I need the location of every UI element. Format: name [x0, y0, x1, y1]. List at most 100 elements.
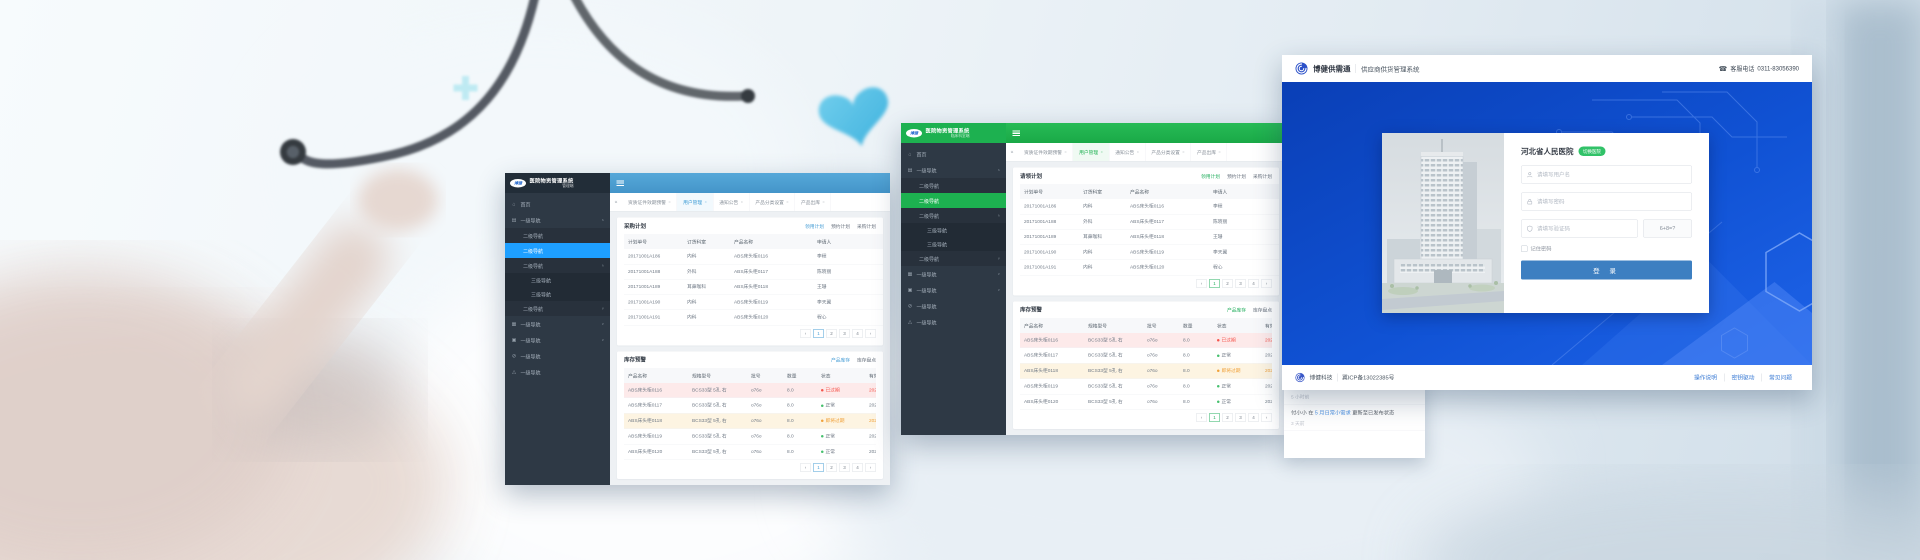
captcha-question[interactable]: 6+8=? [1643, 219, 1692, 238]
card-link-领用计划[interactable]: 领用计划 [804, 223, 824, 230]
tab-status-icon[interactable]: ○ [704, 200, 707, 204]
card-link-产品库存[interactable]: 产品库存 [830, 357, 850, 364]
feed-link[interactable]: 5 月日常小需求 [1314, 409, 1351, 416]
sidebar-item-三级导航[interactable]: 三级导航 [901, 223, 1006, 237]
tab-status-icon[interactable]: ○ [822, 200, 825, 204]
sidebar-item-一级导航[interactable]: ▤ 一级导航 ∧ [901, 162, 1006, 178]
tab-status-icon[interactable]: ○ [1100, 150, 1103, 154]
cell: 20171001A189 [1020, 229, 1079, 245]
sidebar-item-一级导航[interactable]: ▦ 一级导航 ∨ [901, 266, 1006, 282]
card-link-采购计划[interactable]: 采购计划 [1252, 173, 1272, 180]
page-2[interactable]: 2 [1222, 278, 1233, 288]
page-1[interactable]: 1 [1209, 278, 1220, 288]
card-link-采购计划[interactable]: 采购计划 [856, 223, 876, 230]
link-faq[interactable]: 常见问题 [1761, 373, 1800, 382]
sidebar-item-二级导航[interactable]: 二级导航 ∧ [505, 258, 610, 273]
page-‹[interactable]: ‹ [800, 463, 811, 473]
tab-通知公告[interactable]: 通知公告 ○ [1109, 143, 1146, 161]
card-link-库存盘点[interactable]: 库存盘点 [856, 357, 876, 364]
tab-status-icon[interactable]: ○ [1136, 150, 1139, 154]
page-›[interactable]: › [865, 328, 876, 338]
page-3[interactable]: 3 [1235, 278, 1246, 288]
page-4[interactable]: 4 [1248, 413, 1259, 423]
page-›[interactable]: › [1261, 278, 1272, 288]
remember-password-checkbox[interactable]: 记住密码 [1521, 245, 1692, 253]
collapse-tabs-icon[interactable]: « [1010, 149, 1014, 155]
tab-用户管理[interactable]: 用户管理 ○ [1073, 143, 1110, 161]
card-link-领用计划[interactable]: 领用计划 [1200, 173, 1220, 180]
sidebar-item-一级导航[interactable]: △ 一级导航 [901, 314, 1006, 330]
page-2[interactable]: 2 [826, 328, 837, 338]
sidebar-menu: ⌂ 首页 ▤ 一级导航 ∧ 二级导航 二级导航 二级导航 ∧ 三级导航 三级导航 二级导航 ∨ ▦ 一级导航… [505, 193, 610, 485]
page-3[interactable]: 3 [1235, 413, 1246, 423]
sidebar-item-二级导航[interactable]: 二级导航 [901, 178, 1006, 193]
tab-产品分类设置[interactable]: 产品分类设置 ○ [1145, 143, 1191, 161]
sidebar-item-首页[interactable]: ⌂ 首页 [901, 146, 1006, 162]
tab-status-icon[interactable]: ○ [1218, 150, 1221, 154]
page-1[interactable]: 1 [813, 328, 824, 338]
page-4[interactable]: 4 [852, 328, 863, 338]
sidebar-item-首页[interactable]: ⌂ 首页 [505, 196, 610, 212]
card-link-预约计划[interactable]: 预约计划 [1226, 173, 1246, 180]
card-link-产品库存[interactable]: 产品库存 [1226, 307, 1246, 314]
tab-通知公告[interactable]: 通知公告 ○ [713, 193, 750, 211]
page-1[interactable]: 1 [813, 463, 824, 473]
hamburger-menu-icon[interactable] [616, 180, 624, 186]
tab-资质证件效期预警[interactable]: 资质证件效期预警 ○ [622, 193, 678, 211]
sidebar-item-三级导航[interactable]: 三级导航 [505, 273, 610, 287]
password-input[interactable]: 请填写密码 [1521, 192, 1692, 211]
sidebar-item-二级导航[interactable]: 二级导航 ∧ [901, 208, 1006, 223]
card-link-预约计划[interactable]: 预约计划 [830, 223, 850, 230]
page-3[interactable]: 3 [839, 463, 850, 473]
page-2[interactable]: 2 [826, 463, 837, 473]
tab-资质证件效期预警[interactable]: 资质证件效期预警 ○ [1018, 143, 1074, 161]
sidebar-item-二级导航[interactable]: 二级导航 [901, 193, 1006, 208]
chevron-up-icon: ∧ [601, 264, 604, 268]
sidebar-item-一级导航[interactable]: ⊘ 一级导航 [901, 298, 1006, 314]
tab-status-icon[interactable]: ○ [668, 200, 671, 204]
page-›[interactable]: › [1261, 413, 1272, 423]
page-3[interactable]: 3 [839, 328, 850, 338]
tab-status-icon[interactable]: ○ [1182, 150, 1185, 154]
sidebar-item-二级导航[interactable]: 二级导航 ∨ [505, 301, 610, 316]
sidebar-item-二级导航[interactable]: 二级导航 ∨ [901, 251, 1006, 266]
tab-用户管理[interactable]: 用户管理 ○ [677, 193, 714, 211]
page-‹[interactable]: ‹ [1196, 413, 1207, 423]
sidebar-item-一级导航[interactable]: ▣ 一级导航 ∨ [505, 332, 610, 348]
page-4[interactable]: 4 [1248, 278, 1259, 288]
sidebar-item-一级导航[interactable]: ▤ 一级导航 ∧ [505, 212, 610, 228]
sidebar-item-二级导航[interactable]: 二级导航 [505, 243, 610, 258]
card-header: 库存预警 产品库存 库存盘点 [1020, 301, 1272, 318]
sidebar-item-一级导航[interactable]: ⊘ 一级导航 [505, 348, 610, 364]
sidebar-item-一级导航[interactable]: ▣ 一级导航 ∨ [901, 282, 1006, 298]
page-‹[interactable]: ‹ [800, 328, 811, 338]
page-‹[interactable]: ‹ [1196, 278, 1207, 288]
sidebar-item-二级导航[interactable]: 二级导航 [505, 228, 610, 243]
tab-产品分类设置[interactable]: 产品分类设置 ○ [749, 193, 795, 211]
tab-产品出库[interactable]: 产品出库 ○ [1191, 143, 1228, 161]
captcha-input[interactable]: 请填写验证码 [1521, 219, 1638, 238]
switch-hospital-badge[interactable]: 切换医院 [1578, 146, 1606, 156]
sidebar-item-一级导航[interactable]: △ 一级导航 [505, 364, 610, 380]
link-key-driver[interactable]: 密钥驱动 [1724, 373, 1762, 382]
collapse-tabs-icon[interactable]: « [614, 199, 618, 205]
link-operation-guide[interactable]: 操作说明 [1694, 375, 1717, 381]
tab-status-icon[interactable]: ○ [786, 200, 789, 204]
sidebar-item-三级导航[interactable]: 三级导航 [505, 287, 610, 301]
chevron-up-icon: ∧ [997, 168, 1000, 173]
tab-产品出库[interactable]: 产品出库 ○ [795, 193, 832, 211]
sidebar-item-三级导航[interactable]: 三级导航 [901, 237, 1006, 251]
page-1[interactable]: 1 [1209, 413, 1220, 423]
hamburger-menu-icon[interactable] [1012, 130, 1020, 136]
tab-status-icon[interactable]: ○ [1064, 150, 1067, 154]
cell: BCS33型 5孔 右 [688, 413, 747, 429]
login-button[interactable]: 登 录 [1521, 260, 1692, 280]
page-›[interactable]: › [865, 463, 876, 473]
page-4[interactable]: 4 [852, 463, 863, 473]
tab-status-icon[interactable]: ○ [740, 200, 743, 204]
page-2[interactable]: 2 [1222, 413, 1233, 423]
sidebar-item-一级导航[interactable]: ▦ 一级导航 ∨ [505, 316, 610, 332]
card-link-库存盘点[interactable]: 库存盘点 [1252, 307, 1272, 314]
username-input[interactable]: 请填写用户名 [1521, 165, 1692, 184]
